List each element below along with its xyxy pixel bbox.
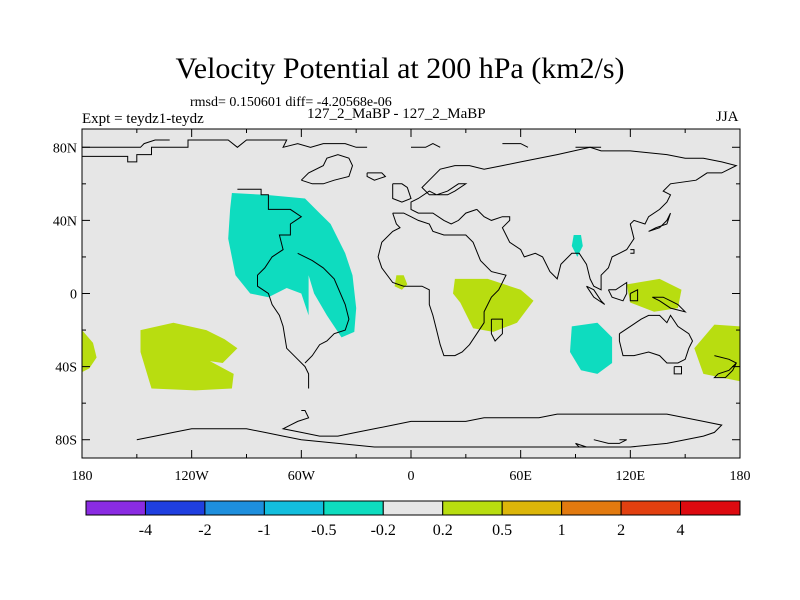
colorbar-box-1 [85, 500, 146, 516]
x-tick-label: 120W [175, 469, 210, 484]
colorbar-label: -2 [198, 522, 211, 539]
coastline-6 [366, 172, 387, 181]
coastline-19 [652, 296, 687, 313]
stats-text: rmsd= 0.150601 diff= -4.20568e-06 [190, 95, 392, 110]
y-tick-label: 40S [55, 361, 77, 376]
colorbar-box-8 [501, 500, 563, 516]
x-tick-label: 0 [408, 469, 415, 484]
shaded-region-5 [82, 330, 97, 373]
colorbar-box-4 [263, 500, 325, 516]
coastline-20 [618, 314, 694, 364]
coastline-23 [136, 410, 723, 448]
coastline-7 [392, 183, 412, 203]
shaded-region-3 [570, 322, 613, 374]
shaded-region-8 [626, 278, 682, 312]
colorbar-label: -0.2 [371, 522, 396, 539]
colorbar-label: 0.2 [433, 522, 453, 539]
colorbar-label: 4 [677, 522, 685, 539]
colorbar-box-5 [323, 500, 384, 516]
colorbar-label: 2 [617, 522, 625, 539]
y-tick-label: 80N [53, 141, 77, 156]
coastline-9 [490, 318, 503, 342]
coastline-14 [648, 212, 671, 232]
colorbar-box-3 [204, 500, 265, 516]
coastline-18 [629, 288, 639, 302]
coastline-3 [237, 188, 310, 389]
x-tick-label: 120E [616, 469, 646, 484]
y-tick-label: 80S [55, 434, 77, 449]
colorbar-label: -4 [139, 522, 152, 539]
coastline-17 [607, 281, 628, 302]
shaded-region-1 [228, 193, 357, 338]
coastline-25 [575, 442, 587, 448]
coastline-22 [713, 355, 738, 379]
colorbar-box-2 [144, 500, 206, 516]
coastline-21 [673, 366, 682, 375]
case-label: 127_2_MaBP - 127_2_MaBP [307, 106, 486, 122]
coastline-16 [586, 285, 606, 305]
x-tick-label: 60W [288, 469, 316, 484]
coastline-15 [630, 249, 635, 254]
shaded-region-7 [453, 278, 534, 332]
colorbar-box-11 [680, 500, 741, 516]
coastline-2 [82, 139, 170, 148]
coastline-4 [297, 252, 350, 364]
coastline-1 [82, 139, 368, 163]
coastline-8 [377, 212, 507, 357]
coastline-11 [411, 143, 441, 148]
x-tick-label: 180 [72, 469, 93, 484]
x-tick-label: 60E [509, 469, 532, 484]
coastline-5 [300, 154, 354, 185]
colorbar-label: -1 [258, 522, 271, 539]
x-tick-label: 180 [730, 469, 751, 484]
colorbar-label: -0.5 [311, 522, 336, 539]
shaded-region-2 [571, 235, 583, 257]
colorbar-box-7 [442, 500, 503, 516]
shaded-region-4 [140, 322, 238, 391]
colorbar-box-6 [382, 500, 444, 516]
colorbar-box-10 [620, 500, 682, 516]
y-tick-label: 40N [53, 214, 77, 229]
colorbar-label: 1 [558, 522, 566, 539]
chart-title: Velocity Potential at 200 hPa (km2/s) [175, 52, 625, 85]
colorbar-label: 0.5 [492, 522, 512, 539]
coastline-12 [502, 143, 529, 148]
coastline-24 [593, 439, 627, 444]
experiment-label: Expt = teydz1-teydz [82, 111, 204, 127]
season-label: JJA [716, 109, 739, 125]
colorbar-box-9 [561, 500, 622, 516]
y-tick-label: 0 [70, 288, 77, 303]
coastline-10 [410, 146, 738, 291]
shaded-region-9 [694, 324, 740, 382]
